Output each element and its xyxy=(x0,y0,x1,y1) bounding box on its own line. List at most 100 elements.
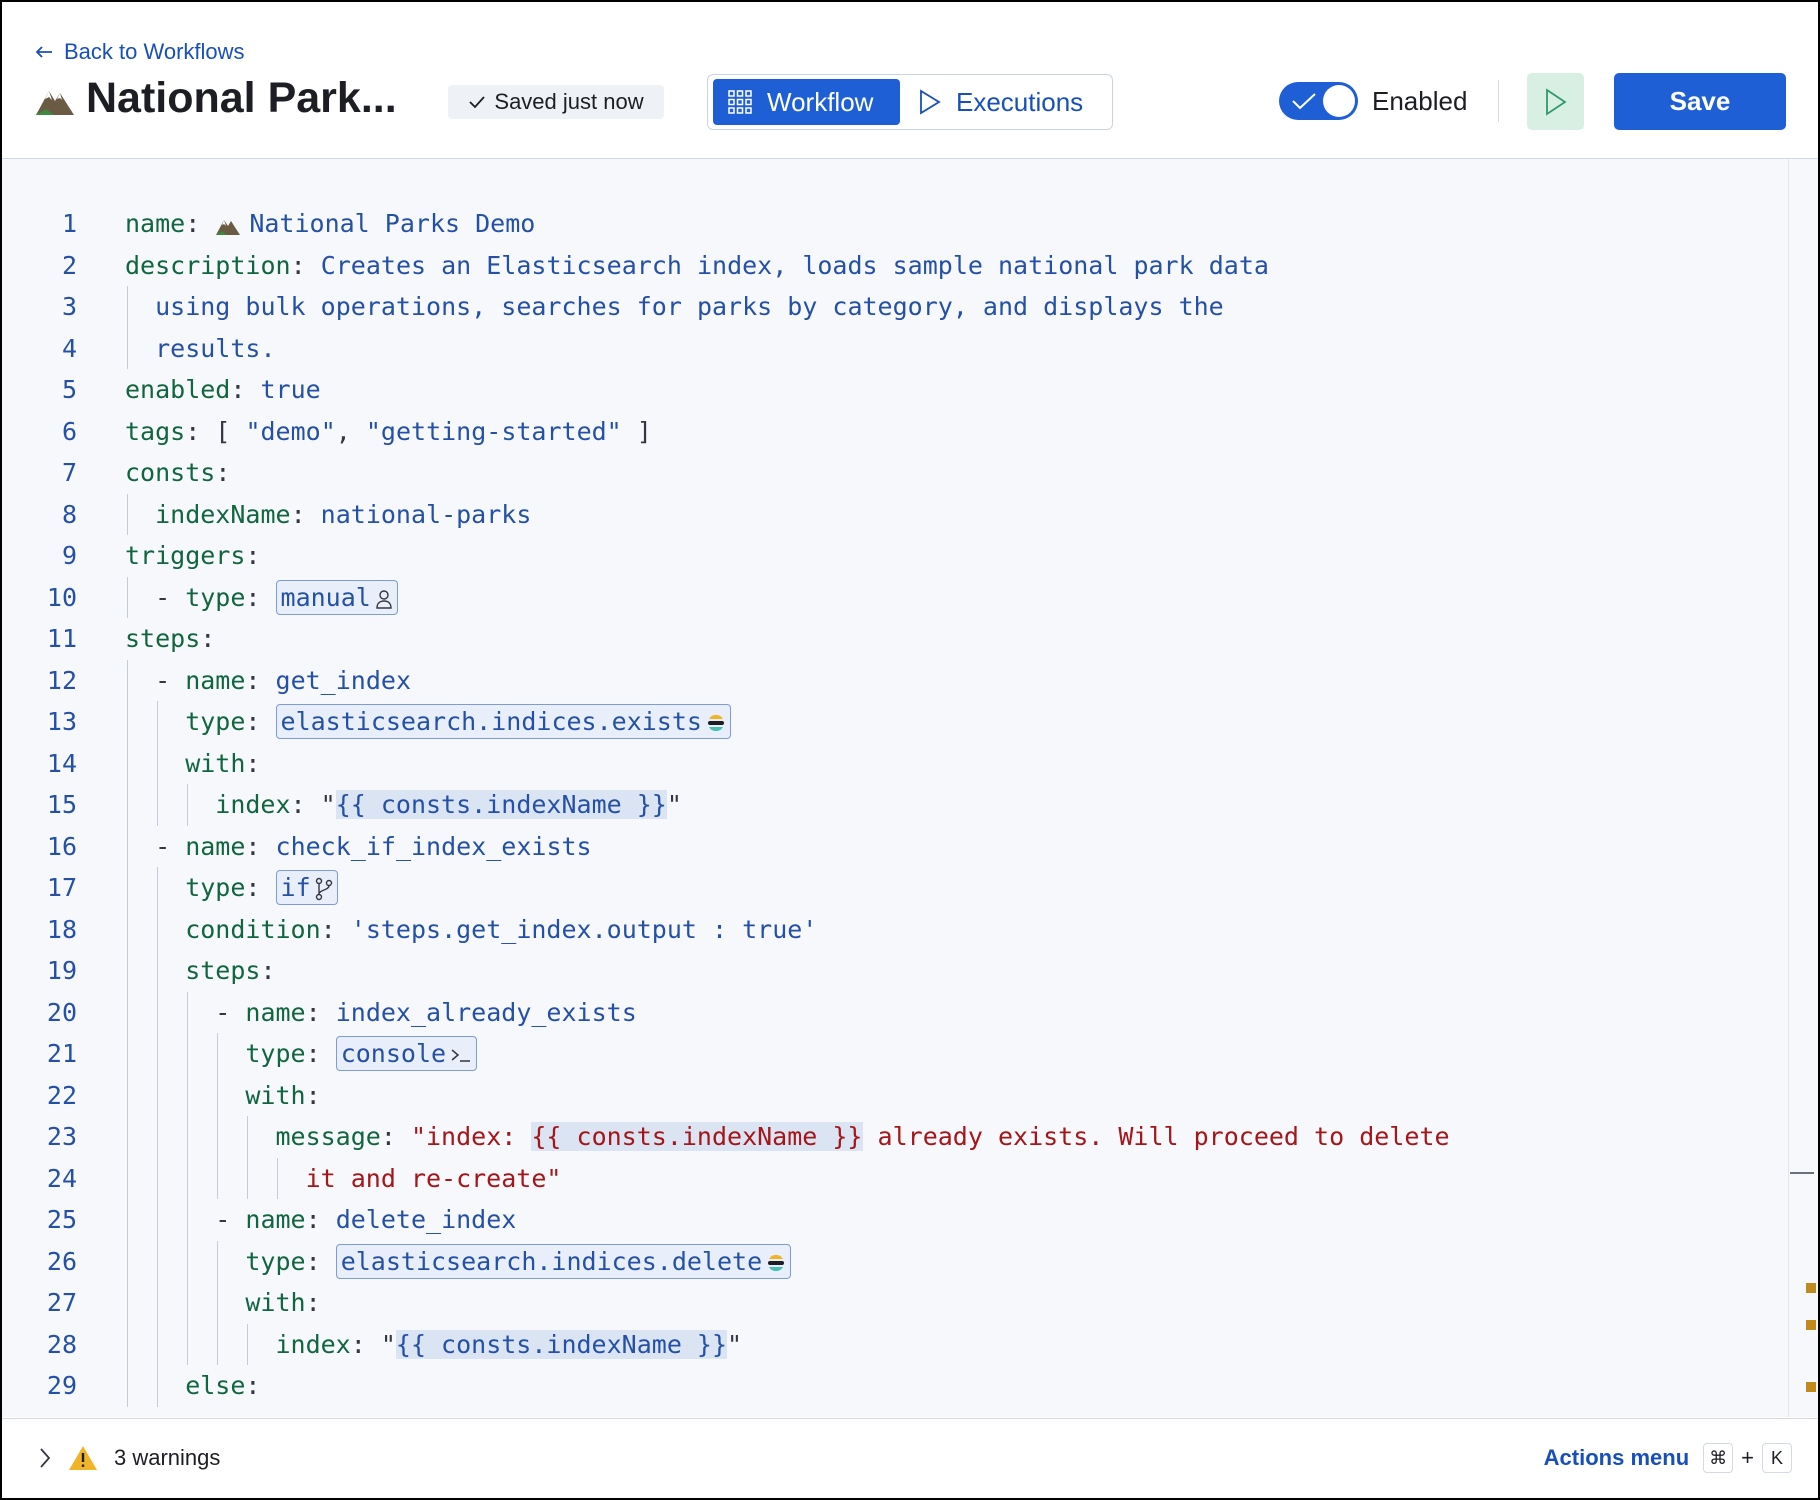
icon-part xyxy=(728,90,735,97)
indent-guide xyxy=(127,286,157,328)
punctuation: : [ xyxy=(185,416,246,446)
line-number: 14 xyxy=(46,748,77,778)
code-line: 12 - name: get_index xyxy=(2,659,411,701)
line-code: type: elasticsearch.indices.exists xyxy=(125,701,731,743)
punctuation: : " xyxy=(290,790,336,820)
icon-part xyxy=(728,98,735,106)
yaml-key: with xyxy=(185,748,246,778)
warning-icon xyxy=(69,1446,97,1470)
line-number: 4 xyxy=(61,333,77,363)
indent-guide xyxy=(277,1157,307,1199)
icon-part xyxy=(768,1254,785,1271)
chevron xyxy=(40,1448,51,1468)
indent-guide xyxy=(127,493,157,535)
code-line: 19 steps: xyxy=(2,950,276,992)
indent-guide xyxy=(247,1157,277,1199)
indent-guide xyxy=(157,1365,187,1407)
line-number: 25 xyxy=(46,1205,77,1235)
indent-guide xyxy=(127,327,157,369)
line-number: 8 xyxy=(61,499,77,529)
workflow-tab[interactable]: Workflow xyxy=(713,79,900,125)
indent-guide xyxy=(127,867,157,909)
line-number: 1 xyxy=(61,209,77,239)
tab-label[interactable]: Workflow xyxy=(767,86,874,117)
icon-part xyxy=(708,727,723,732)
icon-part xyxy=(745,107,752,114)
code-editor[interactable]: 1 name: National Parks Demo 2 description: … xyxy=(2,159,1818,1417)
code-line: 25 - name: delete_index xyxy=(2,1199,516,1241)
run-button[interactable] xyxy=(1527,73,1584,130)
indent-guide xyxy=(127,1157,157,1199)
icon-part xyxy=(707,721,724,726)
yaml-key: steps xyxy=(125,624,201,654)
yaml-key: consts xyxy=(125,458,216,488)
line-code: it and re-create" xyxy=(125,1157,561,1199)
line-number: 11 xyxy=(46,624,77,654)
indent-guide xyxy=(127,742,157,784)
icon-part xyxy=(35,46,52,58)
indent-guide xyxy=(127,991,157,1033)
warnings-text[interactable]: 3 warnings xyxy=(114,1445,221,1470)
yaml-key: type xyxy=(185,582,246,612)
punctuation: : xyxy=(320,914,351,944)
indent-guide xyxy=(157,1116,187,1158)
actions-menu-label[interactable]: Actions menu xyxy=(1543,1445,1690,1470)
enabled-toggle[interactable] xyxy=(1279,82,1358,120)
line-number: 6 xyxy=(61,416,77,446)
line-number: 16 xyxy=(46,831,77,861)
indent-guide xyxy=(127,1074,157,1116)
back-link[interactable]: Back to Workflows xyxy=(34,39,245,65)
warning-marker xyxy=(1806,1382,1816,1392)
play-icon xyxy=(920,89,941,115)
indent-guide xyxy=(187,1199,217,1241)
icon-part xyxy=(45,90,52,100)
yaml-key: name xyxy=(245,1205,306,1235)
title-text: National Park... xyxy=(86,74,397,122)
indent-guide xyxy=(187,784,217,826)
punctuation: : xyxy=(245,831,276,861)
mountain-icon xyxy=(36,90,74,115)
yaml-value: results. xyxy=(155,333,276,363)
line-code: results. xyxy=(125,327,276,369)
code-line: 28 index: "{{ consts.indexName }} " xyxy=(2,1323,742,1365)
line-number: 9 xyxy=(61,541,77,571)
warning-marker xyxy=(1806,1283,1816,1293)
punctuation: : xyxy=(245,748,261,778)
icon-part xyxy=(768,1260,785,1265)
warnings-toggle[interactable]: 3 warnings xyxy=(38,1445,220,1471)
run-icon xyxy=(1545,87,1567,116)
type-badge: if xyxy=(275,870,338,906)
yaml-value: 'steps.get_index.output : true' xyxy=(350,914,818,944)
back-link-text[interactable]: Back to Workflows xyxy=(64,39,245,64)
indent-guide xyxy=(157,1033,187,1075)
actions-menu[interactable]: Actions menu ⌘ + K xyxy=(1544,1443,1792,1473)
divider xyxy=(1498,80,1499,122)
save-button[interactable]: Save xyxy=(1614,73,1786,130)
line-code: index: "{{ consts.indexName }} " xyxy=(125,1323,742,1365)
icon-part xyxy=(707,715,724,732)
line-number: 20 xyxy=(46,997,77,1027)
scrollbar-track xyxy=(1788,159,1789,1417)
icon-part xyxy=(376,590,392,609)
tab-label[interactable]: Executions xyxy=(956,86,1084,117)
indent-guide xyxy=(217,1074,247,1116)
code-line: 22 with: xyxy=(2,1074,321,1116)
yaml-key: with xyxy=(245,1288,306,1318)
indent-guide xyxy=(127,950,157,992)
line-number: 5 xyxy=(61,375,77,405)
punctuation: : xyxy=(290,250,321,280)
executions-tab[interactable]: Executions xyxy=(904,79,1108,125)
line-code: - name: delete_index xyxy=(125,1199,516,1241)
yaml-value: National Parks Demo xyxy=(249,209,536,239)
indent-guide xyxy=(157,742,187,784)
indent-guide xyxy=(217,1157,247,1199)
icon-part xyxy=(1545,87,1567,116)
yaml-value: delete_index xyxy=(335,1205,517,1235)
line-code: steps: xyxy=(125,618,215,660)
indent-guide xyxy=(187,1323,217,1365)
line-code: - name: index_already_exists xyxy=(125,991,637,1033)
indent-guide xyxy=(187,1033,217,1075)
indent-guide xyxy=(157,1282,187,1324)
